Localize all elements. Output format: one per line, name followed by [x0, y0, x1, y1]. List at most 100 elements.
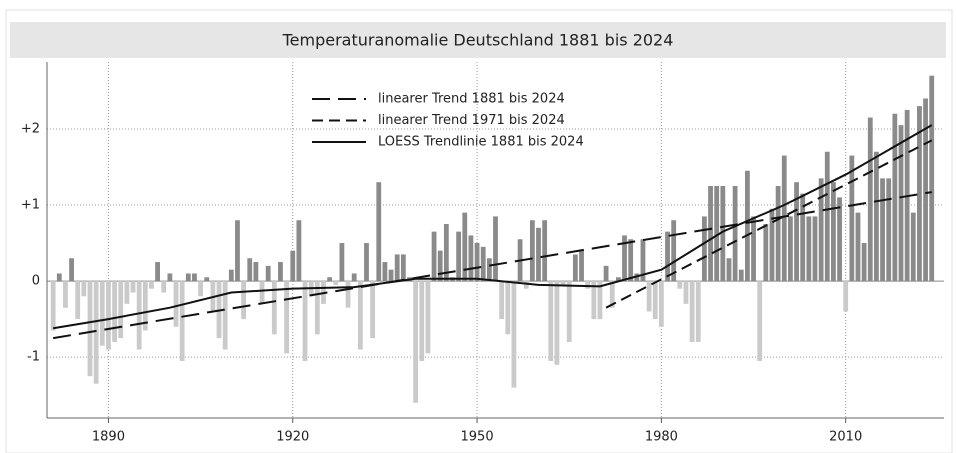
- bar: [677, 281, 683, 289]
- bar: [69, 258, 74, 282]
- bar: [806, 216, 812, 282]
- bar: [155, 262, 160, 282]
- bar: [63, 281, 68, 308]
- bar: [265, 265, 271, 282]
- x-tick-label: 1890: [92, 430, 125, 445]
- bar: [124, 281, 130, 304]
- bar: [493, 216, 498, 282]
- bar: [271, 281, 277, 335]
- bar: [763, 224, 769, 282]
- bar: [831, 182, 836, 282]
- bar: [314, 281, 320, 335]
- bar: [382, 262, 388, 282]
- bar: [837, 197, 842, 282]
- bar: [628, 239, 634, 282]
- bar: [437, 250, 443, 282]
- bar: [861, 243, 867, 282]
- x-tick-label: 1980: [645, 430, 678, 445]
- bar: [142, 281, 148, 331]
- bar: [800, 193, 806, 282]
- bar: [695, 281, 701, 342]
- bar: [554, 281, 560, 365]
- bar: [757, 281, 763, 361]
- bar: [640, 239, 646, 282]
- bar: [161, 281, 167, 293]
- bar: [849, 155, 855, 282]
- y-tick-label: 0: [32, 274, 40, 289]
- bar: [788, 216, 793, 282]
- bar: [665, 231, 670, 282]
- bar: [536, 227, 541, 282]
- bar: [327, 277, 333, 282]
- bar: [523, 281, 529, 289]
- bar: [443, 224, 449, 282]
- bar: [855, 212, 861, 282]
- bar: [462, 212, 468, 282]
- bar: [910, 212, 916, 282]
- bar: [388, 269, 394, 282]
- x-tick-label: 2010: [829, 430, 862, 445]
- bar: [222, 281, 228, 350]
- bar: [794, 182, 799, 282]
- bar: [413, 281, 419, 403]
- bar: [486, 258, 492, 282]
- y-tick-label: -1: [27, 350, 40, 365]
- bar: [106, 281, 111, 350]
- bar: [714, 185, 720, 282]
- bar: [339, 243, 345, 282]
- bar: [425, 281, 431, 354]
- bar: [302, 281, 308, 361]
- bar: [296, 220, 302, 282]
- bar: [579, 250, 584, 282]
- bar: [824, 151, 830, 282]
- bar: [781, 155, 787, 282]
- bar: [689, 281, 695, 342]
- bar: [167, 273, 173, 282]
- bar: [585, 281, 591, 289]
- bar: [769, 208, 775, 282]
- title-bar: [10, 22, 946, 58]
- bar: [511, 281, 517, 388]
- bar: [351, 273, 357, 282]
- bar: [99, 281, 105, 346]
- bar: [812, 216, 818, 282]
- bar: [923, 98, 928, 282]
- bar: [671, 220, 677, 282]
- bar: [480, 246, 486, 282]
- bar: [179, 281, 185, 361]
- bar: [505, 281, 511, 335]
- bar: [198, 281, 203, 297]
- trend-line: [605, 139, 933, 309]
- bar: [886, 178, 892, 282]
- bar: [400, 254, 406, 282]
- bar: [228, 269, 234, 282]
- bar: [456, 231, 462, 282]
- bar: [253, 262, 259, 282]
- bar: [376, 182, 382, 282]
- bar: [591, 281, 597, 320]
- bar: [136, 281, 142, 350]
- x-tick-label: 1950: [461, 430, 494, 445]
- bar: [658, 281, 664, 327]
- bar: [468, 235, 474, 282]
- bar: [247, 258, 253, 282]
- bar: [917, 106, 922, 282]
- y-tick-label: +2: [21, 121, 40, 136]
- bar: [603, 265, 609, 282]
- bar: [345, 281, 351, 308]
- bar: [818, 178, 824, 282]
- bar: [149, 281, 154, 289]
- trend-line: [52, 191, 932, 340]
- bar: [50, 281, 56, 331]
- bar: [394, 254, 400, 282]
- bar: [431, 231, 437, 282]
- bar: [499, 281, 505, 320]
- bar: [548, 281, 554, 361]
- bar: [646, 281, 652, 312]
- bar: [738, 269, 744, 282]
- bar: [708, 185, 713, 282]
- bar: [235, 220, 240, 282]
- bar: [867, 117, 873, 282]
- bar: [357, 281, 363, 350]
